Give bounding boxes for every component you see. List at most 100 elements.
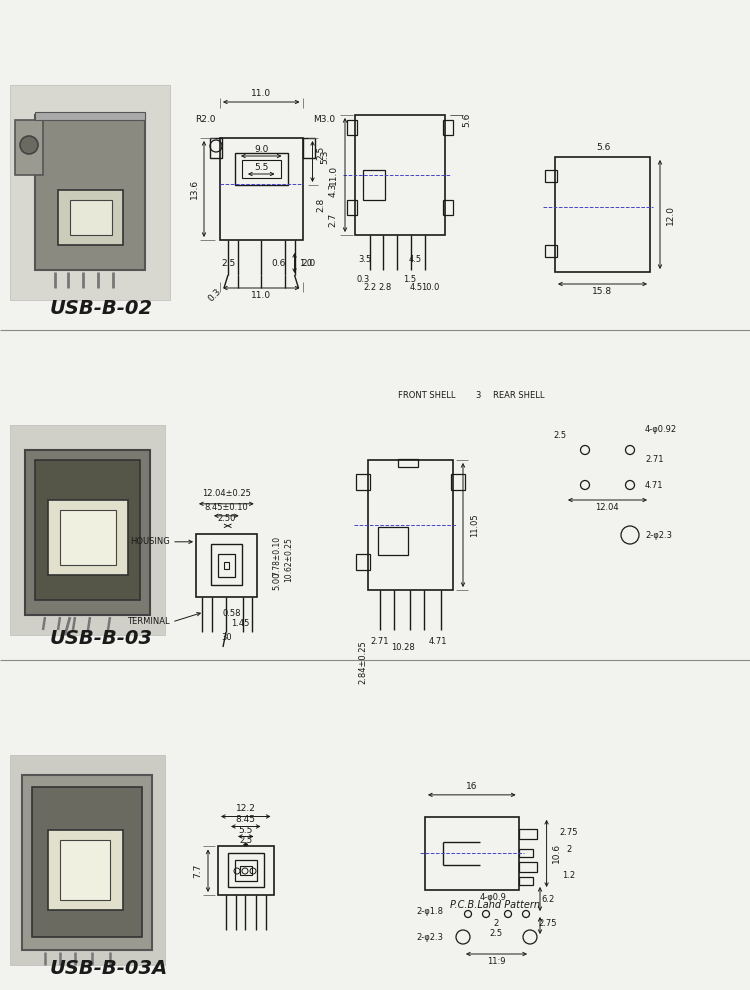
Text: 1.0: 1.0 — [299, 259, 313, 268]
Bar — [242, 160, 280, 178]
Text: 2.7: 2.7 — [328, 213, 338, 227]
Text: 2.5: 2.5 — [316, 146, 325, 160]
Bar — [555, 157, 650, 272]
Text: 3: 3 — [476, 390, 481, 400]
Bar — [347, 200, 357, 215]
Text: 11.0: 11.0 — [251, 290, 272, 300]
Bar — [224, 561, 229, 569]
Text: TERMINAL: TERMINAL — [128, 618, 170, 627]
Text: 11:9: 11:9 — [487, 957, 506, 966]
Bar — [35, 460, 140, 600]
Bar — [211, 544, 242, 585]
Bar — [518, 829, 536, 839]
Text: 2.5: 2.5 — [220, 259, 236, 268]
Text: 7.78±0.10: 7.78±0.10 — [272, 536, 281, 576]
Bar — [363, 170, 385, 200]
Bar — [22, 775, 152, 950]
Text: 2-φ1.8: 2-φ1.8 — [416, 908, 443, 917]
Text: 12.0: 12.0 — [665, 205, 674, 225]
Text: 5.5: 5.5 — [254, 163, 268, 172]
Bar — [220, 138, 302, 240]
Text: 4-φ0.92: 4-φ0.92 — [645, 426, 677, 435]
Text: 4.71: 4.71 — [645, 480, 664, 489]
Text: 11.0: 11.0 — [328, 165, 338, 185]
Text: 1.45: 1.45 — [231, 620, 250, 629]
Text: 1.5: 1.5 — [404, 275, 416, 284]
Bar — [15, 120, 43, 175]
Text: 16: 16 — [466, 782, 478, 791]
Bar — [48, 830, 123, 910]
Bar — [443, 200, 453, 215]
Bar — [218, 553, 235, 577]
Text: 2-φ2.3: 2-φ2.3 — [645, 531, 672, 540]
Bar — [302, 138, 314, 158]
Text: 2.5: 2.5 — [554, 431, 566, 440]
Bar — [218, 846, 274, 895]
Bar — [10, 425, 165, 635]
Bar — [235, 153, 287, 185]
Text: 2.50: 2.50 — [217, 515, 236, 524]
Text: USB-B-03A: USB-B-03A — [50, 959, 168, 978]
Text: 2.75: 2.75 — [560, 829, 578, 838]
Text: FRONT SHELL: FRONT SHELL — [398, 390, 455, 400]
Text: 2.71: 2.71 — [370, 638, 389, 646]
Text: 5.00: 5.00 — [272, 572, 281, 590]
Bar — [356, 554, 370, 570]
Text: 0.6: 0.6 — [272, 259, 286, 268]
Bar — [356, 474, 370, 490]
Text: 2.0: 2.0 — [302, 259, 316, 268]
Text: 13.6: 13.6 — [190, 179, 199, 199]
Text: REAR SHELL: REAR SHELL — [493, 390, 544, 400]
Text: USB-B-03: USB-B-03 — [50, 629, 153, 648]
Bar — [70, 200, 112, 235]
Text: 10.6: 10.6 — [552, 843, 561, 863]
Text: 2: 2 — [566, 845, 572, 854]
Bar — [398, 459, 418, 467]
Text: 0.3: 0.3 — [356, 275, 370, 284]
Bar — [355, 115, 445, 235]
Text: P.C.B.Land Pattern: P.C.B.Land Pattern — [450, 900, 540, 910]
Text: 0.3: 0.3 — [207, 287, 224, 303]
Bar — [48, 500, 128, 575]
Text: 0.58: 0.58 — [222, 610, 241, 619]
Text: 6.2: 6.2 — [542, 896, 554, 905]
Bar — [58, 190, 123, 245]
Bar — [425, 817, 518, 890]
Text: 15.8: 15.8 — [592, 287, 612, 296]
Text: 2.8: 2.8 — [316, 198, 325, 212]
Text: 8.45±0.10: 8.45±0.10 — [205, 503, 248, 512]
Bar — [10, 755, 165, 965]
Text: 5.5: 5.5 — [238, 826, 253, 835]
Bar — [378, 527, 408, 555]
Bar — [545, 170, 557, 182]
Bar — [35, 115, 145, 270]
Bar — [10, 85, 170, 300]
Text: 3.5: 3.5 — [358, 255, 372, 264]
Bar — [240, 866, 251, 875]
Text: 4.5: 4.5 — [409, 255, 422, 264]
Text: 4.5: 4.5 — [410, 282, 423, 291]
Bar — [210, 138, 222, 158]
Text: 2.71: 2.71 — [645, 455, 664, 464]
Circle shape — [20, 136, 38, 154]
Text: 12.04: 12.04 — [596, 503, 619, 512]
Text: 10.28: 10.28 — [392, 644, 415, 652]
Bar — [235, 860, 256, 881]
Text: 5.6: 5.6 — [463, 113, 472, 127]
Text: 2-φ2.3: 2-φ2.3 — [416, 933, 443, 941]
Bar — [347, 120, 357, 135]
Bar — [443, 120, 453, 135]
Text: 30: 30 — [221, 633, 232, 642]
Text: 1.2: 1.2 — [562, 870, 575, 879]
Bar — [196, 534, 256, 597]
Text: 8.45: 8.45 — [236, 815, 256, 824]
Bar — [60, 510, 116, 565]
Text: USB-B-02: USB-B-02 — [50, 299, 153, 318]
Text: 4-φ0.9: 4-φ0.9 — [479, 893, 506, 902]
Text: 11.05: 11.05 — [470, 513, 479, 537]
Bar — [451, 474, 465, 490]
Text: 10.62±0.25: 10.62±0.25 — [284, 537, 293, 581]
Bar — [35, 112, 145, 120]
Text: 4.3: 4.3 — [328, 183, 338, 197]
Text: R2.0: R2.0 — [195, 116, 215, 125]
